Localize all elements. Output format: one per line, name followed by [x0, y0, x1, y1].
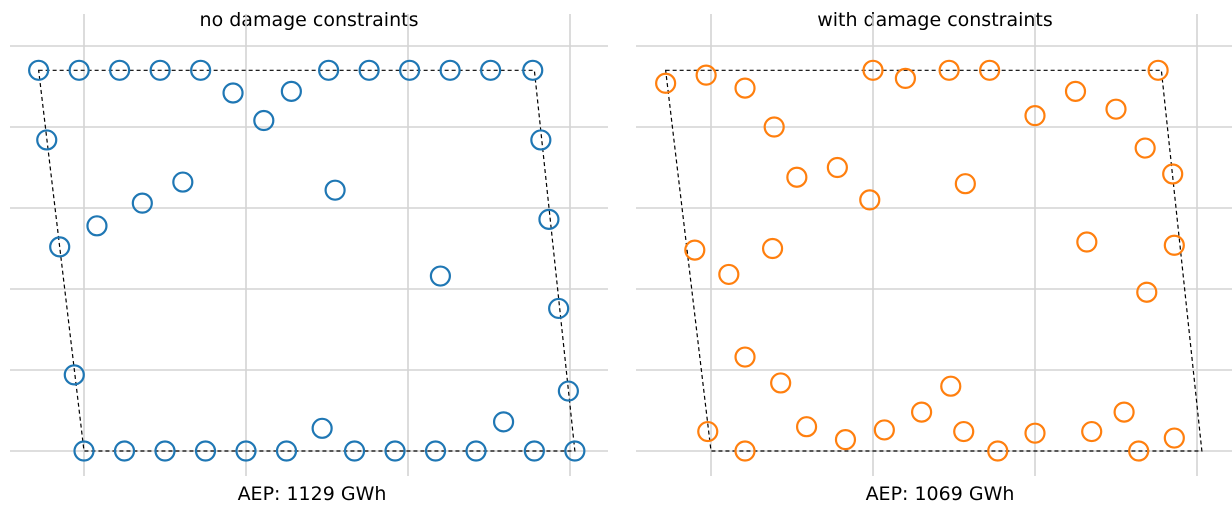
- aep-label: AEP: 1129 GWh: [238, 483, 387, 505]
- turbine-marker: [439, 59, 461, 81]
- turbine-marker: [795, 416, 818, 438]
- turbine-marker: [343, 440, 366, 462]
- turbine-marker: [763, 116, 785, 138]
- turbine-marker: [655, 72, 677, 94]
- turbine-marker: [109, 59, 131, 81]
- turbine-marker: [697, 420, 719, 443]
- turbine-marker: [358, 59, 380, 81]
- turbine-marker: [154, 440, 176, 462]
- turbine-points: [655, 59, 1185, 462]
- turbine-marker: [538, 208, 560, 230]
- turbine-marker: [1147, 59, 1169, 81]
- turbine-marker: [63, 364, 85, 386]
- turbine-marker: [149, 59, 171, 81]
- turbine-marker: [859, 189, 881, 211]
- turbine-marker: [1105, 98, 1127, 120]
- turbine-marker: [1064, 80, 1087, 102]
- panel-no-damage: no damage constraints AEP: 1129 GWh: [10, 9, 608, 505]
- turbine-marker: [564, 440, 586, 462]
- grid: [636, 14, 1232, 476]
- turbine-marker: [1136, 281, 1158, 303]
- turbine-points: [28, 59, 586, 462]
- turbine-marker: [834, 429, 857, 451]
- turbine-marker: [826, 156, 848, 179]
- turbine-marker: [190, 59, 212, 81]
- turbine-marker: [36, 129, 58, 151]
- turbine-marker: [1081, 420, 1103, 443]
- turbine-marker: [894, 67, 917, 90]
- turbine-marker: [86, 215, 108, 237]
- turbine-marker: [684, 239, 706, 261]
- turbine-marker: [311, 417, 333, 439]
- turbine-marker: [429, 265, 451, 287]
- turbine-marker: [1024, 105, 1046, 127]
- panel-title: with damage constraints: [817, 9, 1053, 31]
- turbine-marker: [530, 129, 552, 151]
- turbine-marker: [954, 173, 976, 195]
- turbine-marker: [399, 59, 421, 81]
- turbine-marker: [194, 440, 217, 462]
- boundary-polygon: [664, 69, 1203, 452]
- panel-title: no damage constraints: [200, 9, 419, 31]
- turbine-marker: [522, 59, 544, 81]
- turbine-marker: [979, 59, 1001, 81]
- turbine-marker: [68, 59, 90, 81]
- turbine-marker: [73, 440, 95, 462]
- turbine-marker: [235, 440, 257, 462]
- panel-with-damage: with damage constraints AEP: 1069 GWh: [636, 9, 1232, 505]
- turbine-marker: [1162, 163, 1184, 185]
- turbine-marker: [734, 77, 756, 99]
- turbine-marker: [1076, 231, 1098, 253]
- turbine-marker: [1163, 234, 1185, 256]
- turbine-marker: [113, 440, 136, 462]
- turbine-marker: [770, 372, 792, 394]
- turbine-marker: [734, 346, 756, 368]
- grid: [10, 14, 608, 476]
- turbine-marker: [873, 419, 895, 441]
- turbine-marker: [761, 237, 784, 260]
- turbine-marker: [172, 171, 194, 193]
- turbine-marker: [987, 440, 1009, 462]
- turbine-marker: [548, 297, 570, 320]
- turbine-marker: [523, 440, 545, 462]
- turbine-marker: [862, 59, 884, 81]
- turbine-marker: [318, 59, 340, 81]
- turbine-marker: [275, 440, 298, 462]
- turbine-marker: [695, 64, 717, 86]
- turbine-marker: [480, 59, 502, 81]
- boundary-polygon: [37, 69, 576, 452]
- turbine-marker: [28, 59, 50, 81]
- turbine-marker: [786, 166, 808, 188]
- turbine-marker: [465, 440, 487, 462]
- turbine-marker: [222, 82, 244, 104]
- turbine-marker: [938, 59, 960, 81]
- turbine-marker: [1113, 401, 1135, 423]
- aep-label: AEP: 1069 GWh: [866, 483, 1015, 505]
- turbine-marker: [49, 236, 71, 258]
- turbine-marker: [1163, 427, 1185, 449]
- turbine-marker: [940, 375, 962, 397]
- turbine-marker: [734, 440, 756, 462]
- turbine-marker: [324, 179, 346, 201]
- turbine-marker: [910, 401, 933, 423]
- turbine-marker: [384, 440, 406, 462]
- turbine-marker: [253, 109, 275, 132]
- turbine-marker: [280, 80, 302, 102]
- turbine-marker: [718, 263, 740, 286]
- turbine-marker: [492, 411, 515, 433]
- turbine-marker: [1024, 422, 1046, 444]
- turbine-marker: [1134, 137, 1156, 159]
- turbine-marker: [1128, 440, 1150, 462]
- turbine-marker: [557, 380, 579, 402]
- turbine-marker: [131, 192, 153, 214]
- turbine-marker: [424, 440, 447, 462]
- turbine-marker: [953, 420, 975, 443]
